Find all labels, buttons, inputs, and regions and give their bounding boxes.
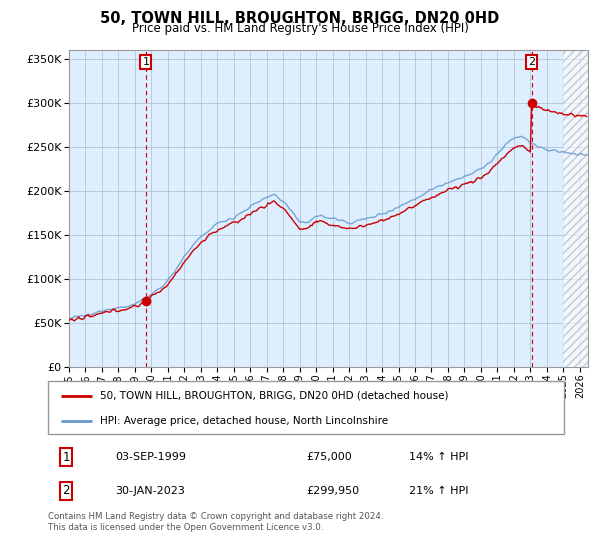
Text: 03-SEP-1999: 03-SEP-1999 (115, 452, 186, 462)
Text: £299,950: £299,950 (306, 486, 359, 496)
Text: 1: 1 (62, 451, 70, 464)
Text: 30-JAN-2023: 30-JAN-2023 (115, 486, 185, 496)
Text: 1: 1 (142, 58, 149, 67)
FancyBboxPatch shape (48, 381, 564, 434)
Text: HPI: Average price, detached house, North Lincolnshire: HPI: Average price, detached house, Nort… (100, 416, 388, 426)
Text: 2: 2 (528, 58, 535, 67)
Text: 14% ↑ HPI: 14% ↑ HPI (409, 452, 469, 462)
Text: 50, TOWN HILL, BROUGHTON, BRIGG, DN20 0HD (detached house): 50, TOWN HILL, BROUGHTON, BRIGG, DN20 0H… (100, 391, 448, 401)
Text: 2: 2 (62, 484, 70, 497)
Text: Contains HM Land Registry data © Crown copyright and database right 2024.
This d: Contains HM Land Registry data © Crown c… (48, 512, 383, 532)
Text: Price paid vs. HM Land Registry's House Price Index (HPI): Price paid vs. HM Land Registry's House … (131, 22, 469, 35)
Text: 21% ↑ HPI: 21% ↑ HPI (409, 486, 469, 496)
Text: 50, TOWN HILL, BROUGHTON, BRIGG, DN20 0HD: 50, TOWN HILL, BROUGHTON, BRIGG, DN20 0H… (100, 11, 500, 26)
Text: £75,000: £75,000 (306, 452, 352, 462)
